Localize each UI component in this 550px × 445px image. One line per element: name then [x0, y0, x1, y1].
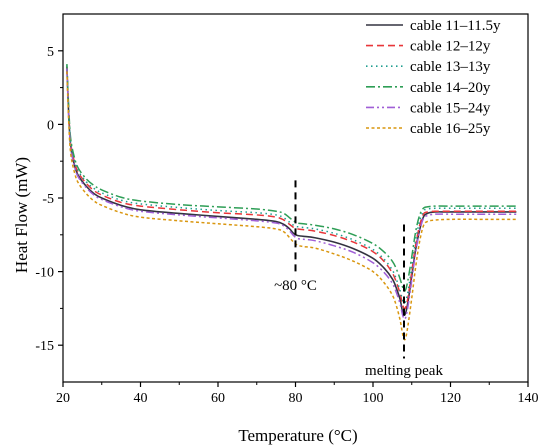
y-tick-label: 0: [47, 118, 54, 133]
series-lines: [66, 64, 517, 341]
x-tick-label: 120: [440, 391, 461, 406]
x-tick-label: 80: [289, 391, 303, 406]
x-tick-label: 60: [211, 391, 225, 406]
x-tick-label: 40: [134, 391, 148, 406]
y-tick-label: -10: [35, 266, 54, 281]
x-axis-title: Temperature (°C): [238, 426, 357, 445]
axis-ticks: 20 40 60 80 100 120 140 5 0 -5 -10 -15: [35, 45, 538, 406]
legend-label-2: cable 12–12y: [410, 39, 491, 55]
series-line-4: [66, 64, 517, 292]
legend: cable 11–11.5y cable 12–12y cable 13–13y ca…: [366, 18, 501, 137]
annotations: ~80 °C melting peak: [274, 180, 443, 379]
series-line-6: [66, 71, 517, 341]
x-tick-label: 20: [56, 391, 70, 406]
series-line-2: [66, 66, 517, 310]
x-tick-label: 100: [363, 391, 384, 406]
legend-label-1: cable 11–11.5y: [410, 18, 501, 34]
y-axis-title: Heat Flow (mW): [12, 157, 31, 273]
annotation-label-2: melting peak: [365, 363, 443, 379]
x-tick-label: 140: [518, 391, 539, 406]
legend-label-4: cable 14–20y: [410, 80, 491, 96]
legend-label-5: cable 15–24y: [410, 100, 491, 116]
legend-label-6: cable 16–25y: [410, 121, 491, 137]
annotation-label-1: ~80 °C: [274, 278, 317, 294]
y-tick-label: -15: [35, 339, 54, 354]
y-tick-label: 5: [47, 45, 54, 60]
series-line-5: [66, 68, 517, 320]
y-tick-label: -5: [42, 192, 54, 207]
legend-label-3: cable 13–13y: [410, 59, 491, 75]
